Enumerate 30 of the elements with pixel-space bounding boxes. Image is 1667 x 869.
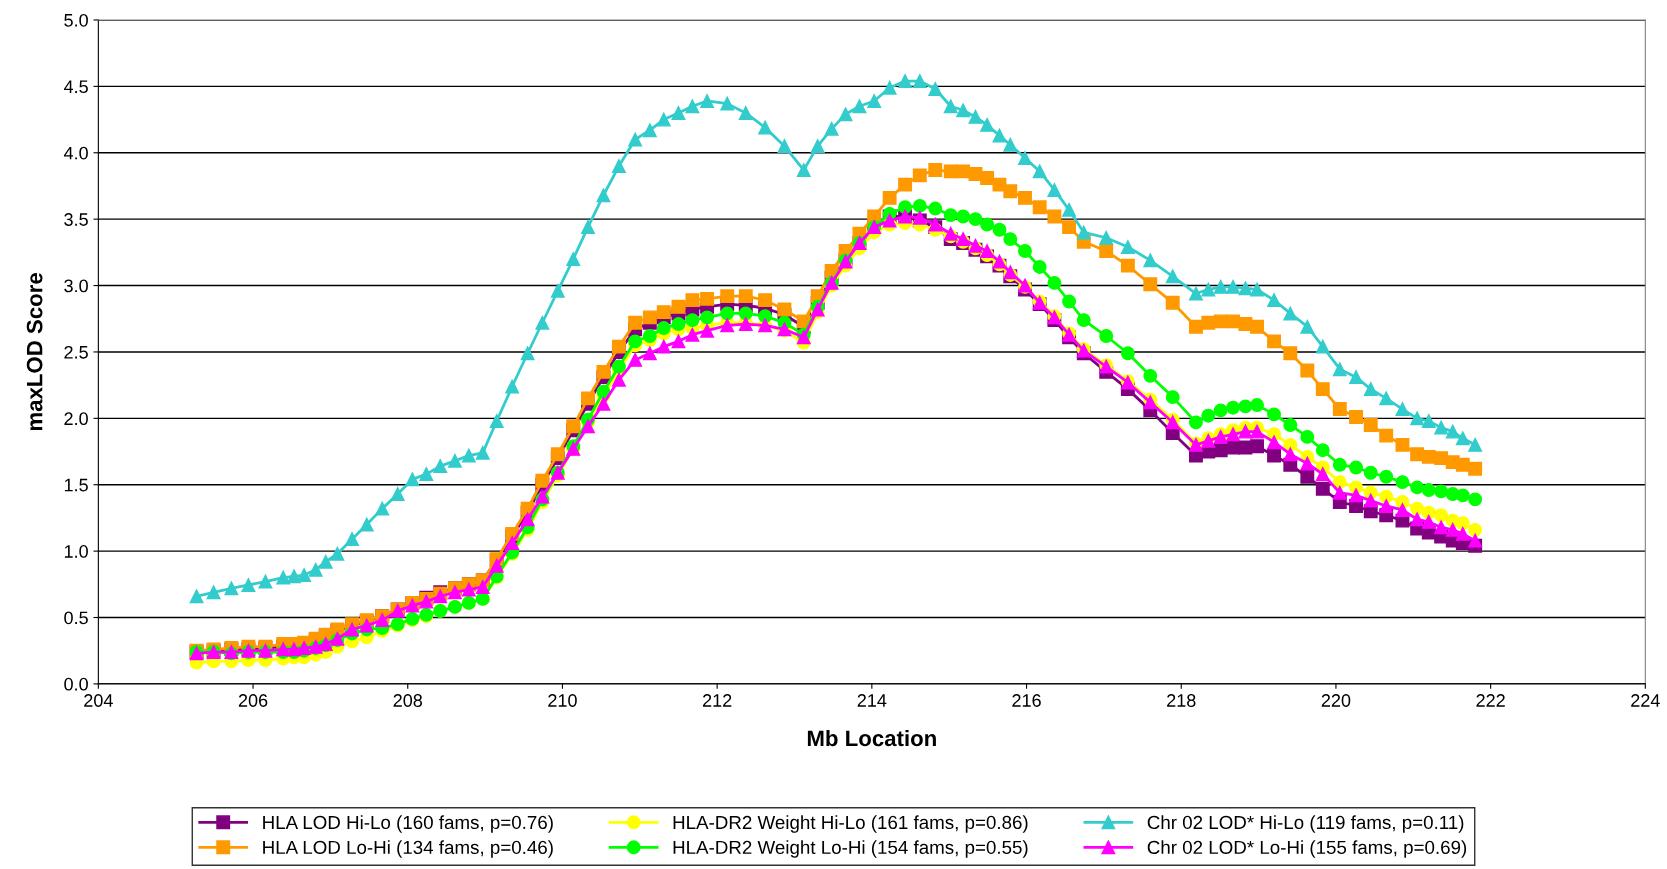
- y-tick-label: 1.0: [64, 545, 88, 558]
- y-tick-label: 3.0: [64, 279, 88, 293]
- x-tick-label: 218: [1167, 694, 1196, 707]
- x-tick-label: 204: [84, 694, 113, 707]
- y-tick-label: 4.0: [63, 146, 88, 160]
- legend-label: HLA-DR2 Weight Lo-Hi (154 fams, p=0.55): [673, 840, 1028, 858]
- x-tick-label: 216: [1012, 694, 1041, 707]
- legend-label: Chr 02 LOD* Lo-Hi (155 fams, p=0.69): [1147, 840, 1467, 858]
- y-tick-label: 2.0: [64, 412, 88, 426]
- x-tick-label: 224: [1631, 694, 1660, 707]
- x-tick-label: 210: [548, 694, 577, 707]
- legend-label: HLA-DR2 Weight Hi-Lo (161 fams, p=0.86): [673, 815, 1028, 833]
- y-axis-title: maxLOD Score: [26, 273, 43, 431]
- y-tick-label: 3.5: [64, 213, 88, 226]
- x-tick-label: 214: [857, 694, 887, 707]
- legend-label: Chr 02 LOD* Hi-Lo (119 fams, p=0.11): [1147, 815, 1464, 833]
- legend-label: HLA LOD Lo-Hi (134 fams, p=0.46): [263, 840, 553, 858]
- legend-label: HLA LOD Hi-Lo (160 fams, p=0.76): [263, 815, 553, 833]
- x-tick-label: 220: [1321, 694, 1351, 707]
- y-tick-label: 0.5: [64, 611, 88, 625]
- x-axis-title: Mb Location: [807, 729, 936, 747]
- x-tick-label: 208: [393, 694, 423, 707]
- x-tick-label: 222: [1476, 694, 1505, 707]
- y-tick-label: 0.0: [64, 677, 88, 691]
- y-tick-label: 2.5: [64, 345, 88, 359]
- x-tick-label: 212: [702, 694, 732, 707]
- x-tick-label: 206: [238, 694, 268, 707]
- y-tick-label: 4.5: [63, 80, 88, 94]
- y-tick-label: 1.5: [64, 478, 88, 492]
- y-tick-label: 5.0: [64, 13, 88, 27]
